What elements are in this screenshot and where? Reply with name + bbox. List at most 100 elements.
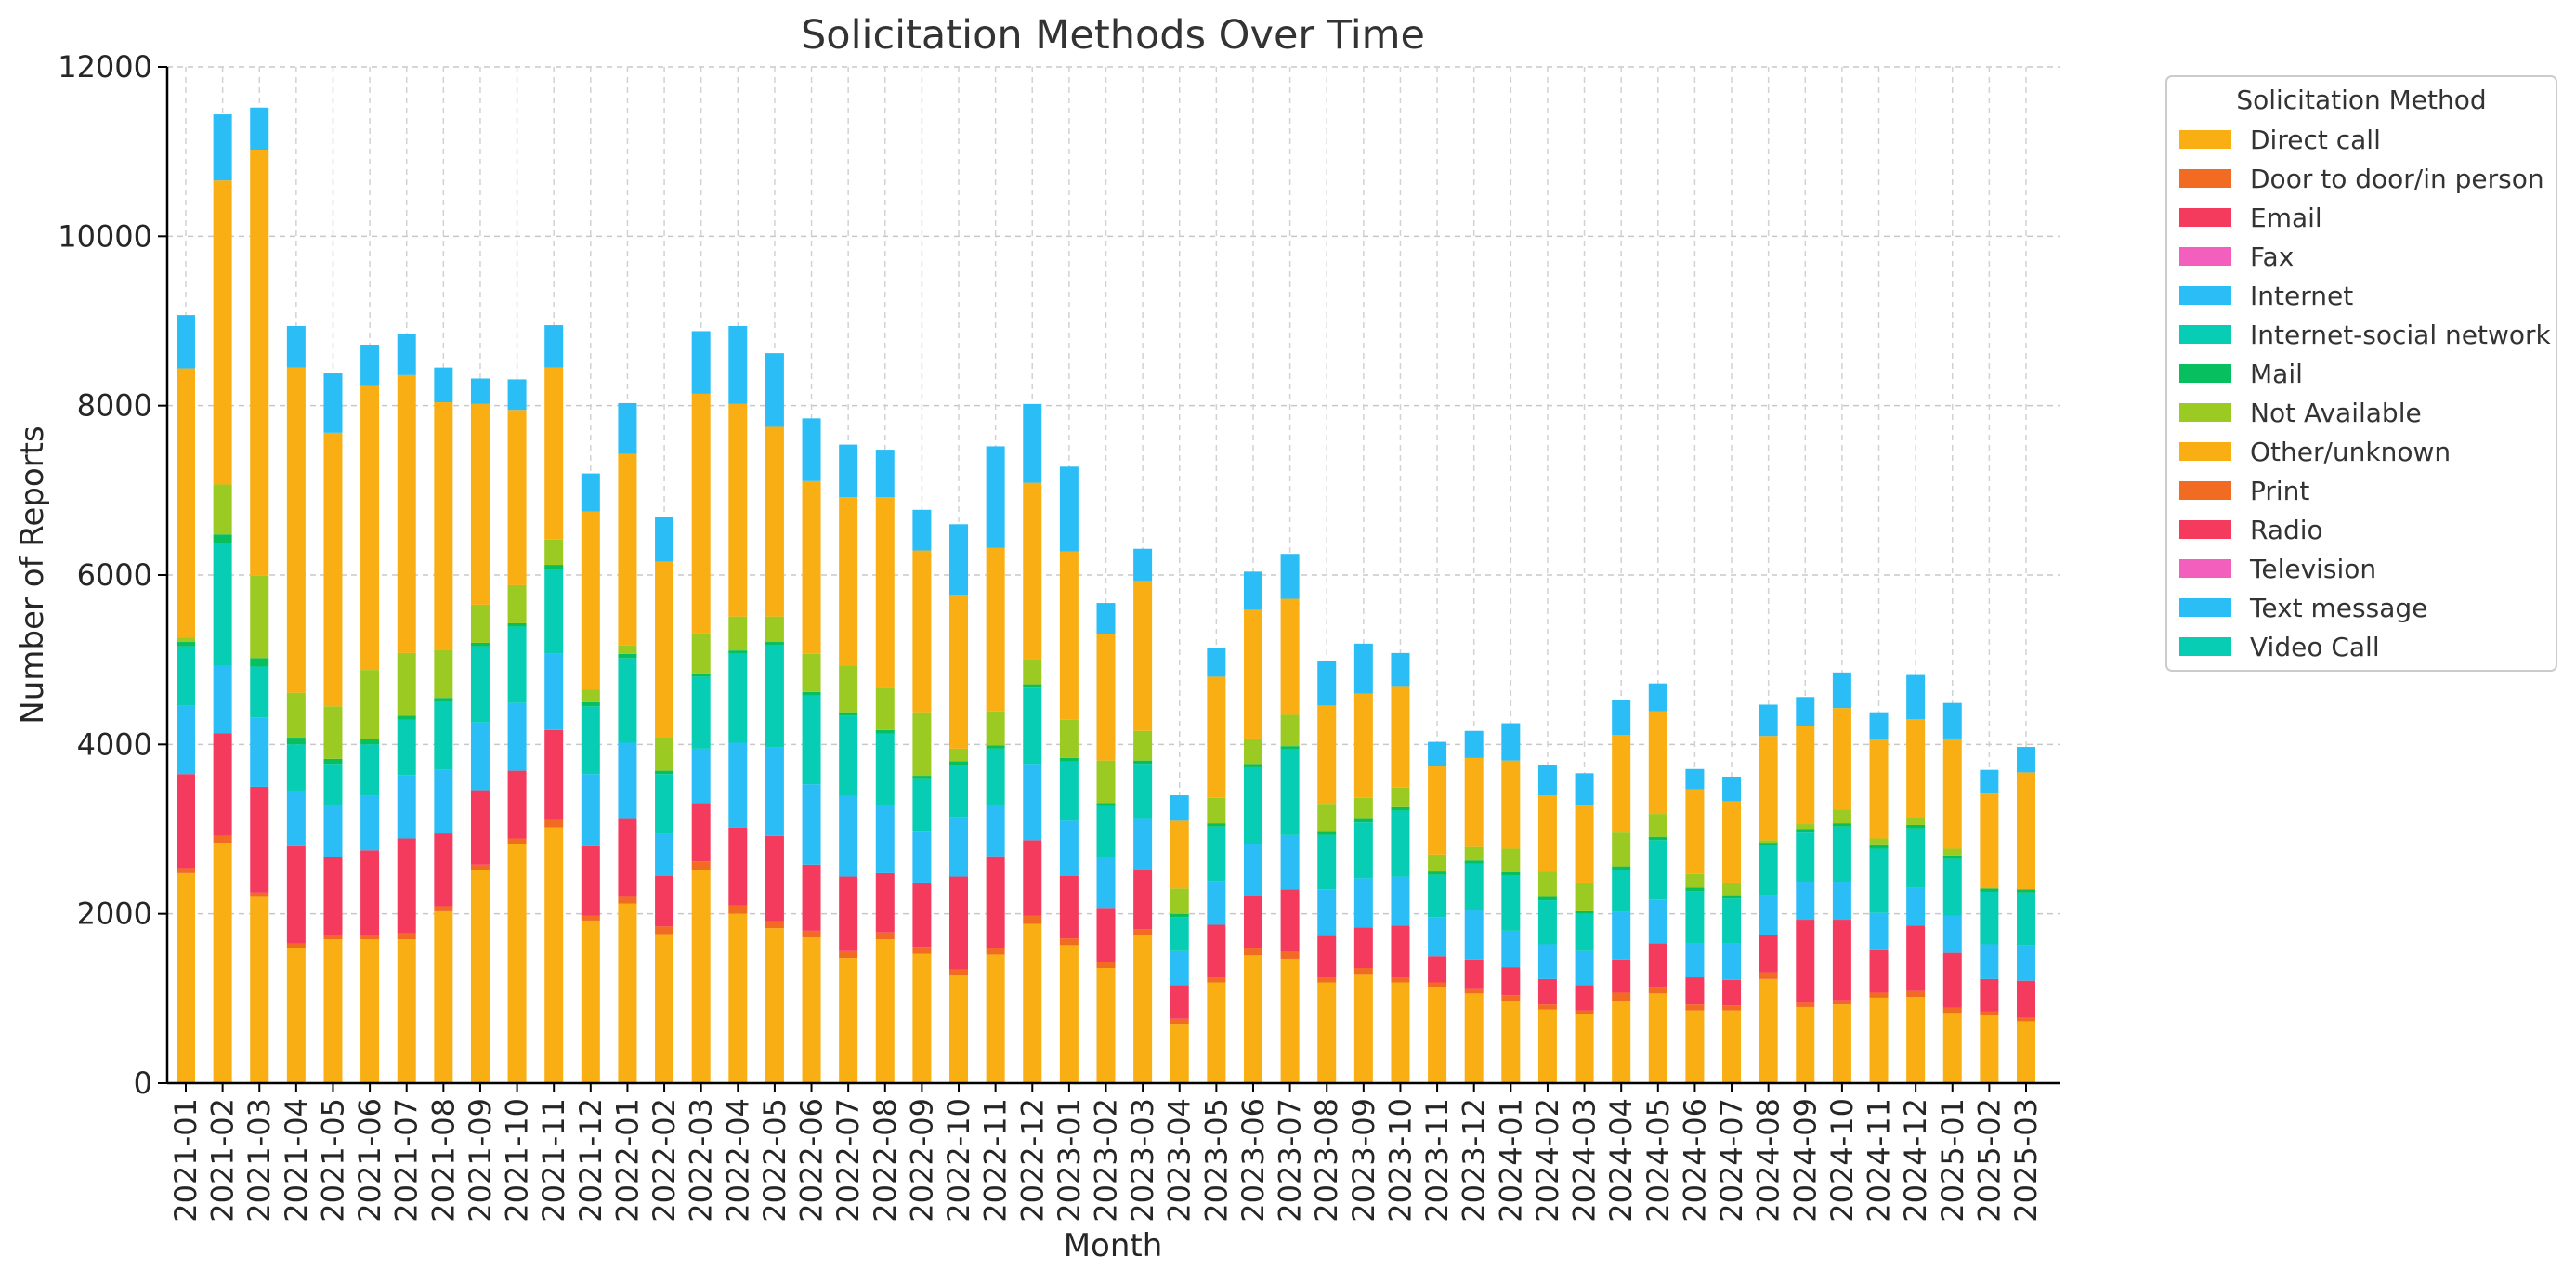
bar-segment xyxy=(470,790,490,865)
legend-label: Other/unknown xyxy=(2250,437,2451,467)
bar-segment xyxy=(1317,935,1337,978)
bar-segment xyxy=(1133,929,1153,935)
bar-segment xyxy=(1096,968,1116,1083)
bar-segment xyxy=(839,712,858,716)
bar-segment xyxy=(728,742,748,828)
bar-segment xyxy=(1832,672,1851,709)
x-tick-label: 2021-07 xyxy=(389,1098,425,1223)
bar-segment xyxy=(1980,944,1999,979)
bar-segment xyxy=(655,833,674,876)
bar-segment xyxy=(360,935,380,940)
bar-segment xyxy=(765,426,784,617)
bar-segment xyxy=(1980,891,1999,945)
x-tick-label: 2024-06 xyxy=(1677,1098,1712,1223)
bar-segment xyxy=(1685,1010,1705,1083)
bars xyxy=(177,107,2035,1083)
bar-segment xyxy=(1133,581,1153,731)
bar-segment xyxy=(1869,739,1889,839)
bar-segment xyxy=(434,402,453,650)
bar-segment xyxy=(765,645,784,748)
bar-segment xyxy=(986,711,1005,746)
bar-segment xyxy=(691,676,711,749)
bar-segment xyxy=(1391,977,1410,983)
bar-segment xyxy=(875,932,895,940)
bar-segment xyxy=(434,698,453,702)
bar-segment xyxy=(655,934,674,1083)
bar-segment xyxy=(1942,952,1962,1008)
bar-segment xyxy=(397,715,416,720)
x-tick-label: 2024-01 xyxy=(1493,1098,1528,1223)
bar-segment xyxy=(1096,760,1116,804)
bar-segment xyxy=(1575,910,1594,914)
bar-segment xyxy=(1023,915,1042,924)
bar-segment xyxy=(1207,797,1226,824)
bar-segment xyxy=(177,872,195,1083)
bar-segment xyxy=(1575,913,1594,951)
bar-segment xyxy=(1722,1010,1742,1083)
bar-segment xyxy=(949,524,969,595)
bar-segment xyxy=(581,511,600,690)
bar-segment xyxy=(1796,832,1815,883)
bar-segment xyxy=(1685,943,1705,978)
bar-segment xyxy=(1391,652,1410,687)
bar-segment xyxy=(655,737,674,771)
bar-segment xyxy=(1722,898,1742,944)
bar-segment xyxy=(1537,765,1557,796)
bar-segment xyxy=(1170,950,1189,986)
bar-segment xyxy=(1243,764,1262,767)
bar-segment xyxy=(1428,956,1447,983)
bar-segment xyxy=(875,687,895,730)
bar-segment xyxy=(1942,855,1962,859)
bar-segment xyxy=(507,770,527,839)
bar-segment xyxy=(1648,899,1667,944)
bar-segment xyxy=(1096,908,1116,962)
bar-segment xyxy=(544,565,564,569)
bar-segment xyxy=(802,695,821,785)
bar-segment xyxy=(177,637,195,643)
bar-segment xyxy=(1869,912,1889,950)
bar-segment xyxy=(250,666,269,718)
bar-segment xyxy=(1207,826,1226,882)
x-tick-label: 2024-07 xyxy=(1714,1098,1749,1223)
legend-swatch xyxy=(2179,403,2231,422)
bar-segment xyxy=(1575,805,1594,883)
bar-segment xyxy=(434,833,453,907)
bar-segment xyxy=(1685,768,1705,790)
bar-segment xyxy=(1207,982,1226,1083)
bar-segment xyxy=(213,843,232,1083)
bar-segment xyxy=(1317,804,1337,832)
x-tick-label: 2024-10 xyxy=(1824,1098,1860,1223)
y-tick-label: 12000 xyxy=(58,49,152,85)
bar-segment xyxy=(544,729,564,820)
bar-segment xyxy=(286,325,306,368)
legend-label: Text message xyxy=(2249,593,2427,623)
bar-segment xyxy=(1796,726,1815,825)
bar-segment xyxy=(360,744,380,796)
bar-segment xyxy=(581,701,600,707)
x-tick-label: 2023-11 xyxy=(1419,1098,1455,1223)
bar-segment xyxy=(728,827,748,906)
bar-segment xyxy=(691,633,711,674)
bar-segment xyxy=(360,795,380,851)
bar-segment xyxy=(839,715,858,796)
bar-segment xyxy=(1464,959,1484,989)
bar-segment xyxy=(1096,857,1116,909)
bar-segment xyxy=(802,691,821,696)
x-tick-label: 2023-09 xyxy=(1346,1098,1381,1223)
bar-segment xyxy=(1391,982,1410,1083)
bar-segment xyxy=(1280,746,1300,750)
bar-segment xyxy=(470,864,490,870)
bar-segment xyxy=(1317,889,1337,936)
x-tick-label: 2021-03 xyxy=(242,1098,277,1223)
bar-segment xyxy=(1722,943,1742,980)
bar-segment xyxy=(1133,548,1153,582)
bar-segment xyxy=(1317,977,1337,983)
x-tick-label: 2024-12 xyxy=(1898,1098,1933,1223)
bar-segment xyxy=(1353,968,1373,975)
x-tick-label: 2025-01 xyxy=(1935,1098,1970,1223)
bar-segment xyxy=(1906,718,1926,818)
bar-segment xyxy=(949,975,969,1083)
chart-title: Solicitation Methods Over Time xyxy=(801,12,1425,59)
bar-segment xyxy=(691,331,711,394)
